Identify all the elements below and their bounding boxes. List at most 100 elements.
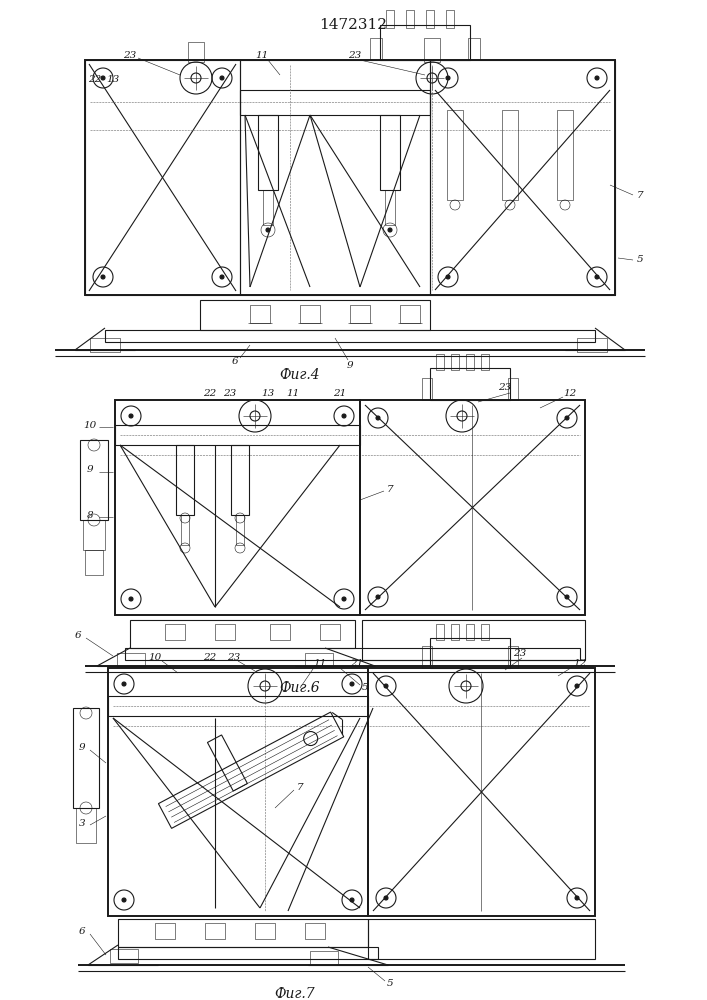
Text: Фиг.7: Фиг.7 — [275, 987, 315, 1000]
Text: 13: 13 — [262, 388, 274, 397]
Circle shape — [595, 275, 599, 279]
Text: 21: 21 — [334, 388, 346, 397]
Text: 12: 12 — [573, 658, 587, 668]
Text: 8: 8 — [87, 510, 93, 520]
Circle shape — [101, 76, 105, 80]
Circle shape — [220, 275, 224, 279]
Bar — [422, 646, 432, 668]
Text: 7: 7 — [387, 486, 393, 494]
Text: 7: 7 — [637, 190, 643, 200]
Text: 23: 23 — [513, 648, 527, 658]
Bar — [481, 354, 489, 370]
Bar — [165, 624, 185, 640]
Bar — [362, 620, 585, 660]
Bar — [176, 445, 194, 515]
Circle shape — [101, 275, 105, 279]
Text: 13: 13 — [106, 76, 119, 85]
Circle shape — [446, 275, 450, 279]
Bar — [240, 60, 430, 295]
Text: 11: 11 — [286, 388, 300, 397]
Bar — [76, 808, 96, 843]
Bar — [380, 115, 400, 190]
Bar — [83, 520, 105, 550]
Bar — [446, 10, 454, 28]
Bar — [73, 708, 99, 808]
Bar — [188, 42, 204, 62]
Bar — [85, 550, 103, 575]
Bar — [310, 951, 338, 965]
Text: 23: 23 — [223, 388, 237, 397]
Bar — [117, 653, 145, 667]
Bar — [436, 624, 444, 640]
Bar — [406, 10, 414, 28]
Circle shape — [595, 76, 599, 80]
Bar — [250, 305, 270, 323]
Text: 9: 9 — [78, 744, 86, 752]
Bar — [368, 919, 595, 959]
Bar — [110, 949, 138, 963]
Bar — [466, 354, 474, 370]
Text: 10: 10 — [148, 654, 162, 662]
Bar — [258, 115, 278, 190]
Bar — [130, 620, 355, 648]
Bar — [400, 305, 420, 323]
Text: 21: 21 — [351, 658, 363, 668]
Bar — [368, 668, 595, 916]
Circle shape — [376, 416, 380, 420]
Circle shape — [575, 896, 579, 900]
Bar — [215, 624, 235, 640]
Circle shape — [350, 898, 354, 902]
Bar — [320, 624, 340, 640]
Circle shape — [122, 898, 126, 902]
Circle shape — [129, 414, 133, 418]
Bar — [385, 190, 395, 225]
Bar — [255, 923, 275, 939]
Text: 5: 5 — [362, 684, 368, 692]
Text: 9: 9 — [87, 466, 93, 475]
Text: 6: 6 — [75, 631, 81, 640]
Bar — [115, 400, 360, 615]
Bar — [263, 190, 273, 225]
Text: 6: 6 — [232, 358, 238, 366]
Text: 1472312: 1472312 — [319, 18, 387, 32]
Circle shape — [575, 684, 579, 688]
Text: 7: 7 — [297, 784, 303, 792]
Bar — [85, 60, 615, 295]
Bar — [481, 624, 489, 640]
Bar — [451, 354, 459, 370]
Text: 22: 22 — [204, 654, 216, 662]
Circle shape — [342, 597, 346, 601]
Circle shape — [342, 414, 346, 418]
Text: 22: 22 — [204, 388, 216, 397]
Bar — [108, 668, 368, 916]
Bar — [430, 368, 510, 400]
Bar — [300, 305, 320, 323]
Text: 23: 23 — [498, 383, 512, 392]
Text: 3: 3 — [78, 818, 86, 828]
Bar — [436, 354, 444, 370]
Text: 5: 5 — [387, 980, 393, 988]
Bar — [118, 947, 378, 959]
Bar — [508, 378, 518, 400]
Bar — [466, 624, 474, 640]
Text: 23: 23 — [349, 50, 361, 60]
Bar — [430, 638, 510, 668]
Bar — [181, 515, 189, 545]
Bar — [155, 923, 175, 939]
Bar — [468, 38, 480, 60]
Bar — [236, 515, 244, 545]
Text: 11: 11 — [255, 50, 269, 60]
Text: Фиг.6: Фиг.6 — [280, 681, 320, 695]
Bar — [305, 653, 333, 667]
Text: 9: 9 — [346, 360, 354, 369]
Bar — [270, 624, 290, 640]
Bar — [422, 378, 432, 400]
Bar — [205, 923, 225, 939]
Bar — [105, 330, 595, 342]
Text: 12: 12 — [563, 388, 577, 397]
Bar — [577, 338, 607, 352]
Bar — [424, 38, 440, 62]
Circle shape — [350, 682, 354, 686]
Bar — [240, 90, 430, 115]
Bar — [370, 38, 382, 60]
